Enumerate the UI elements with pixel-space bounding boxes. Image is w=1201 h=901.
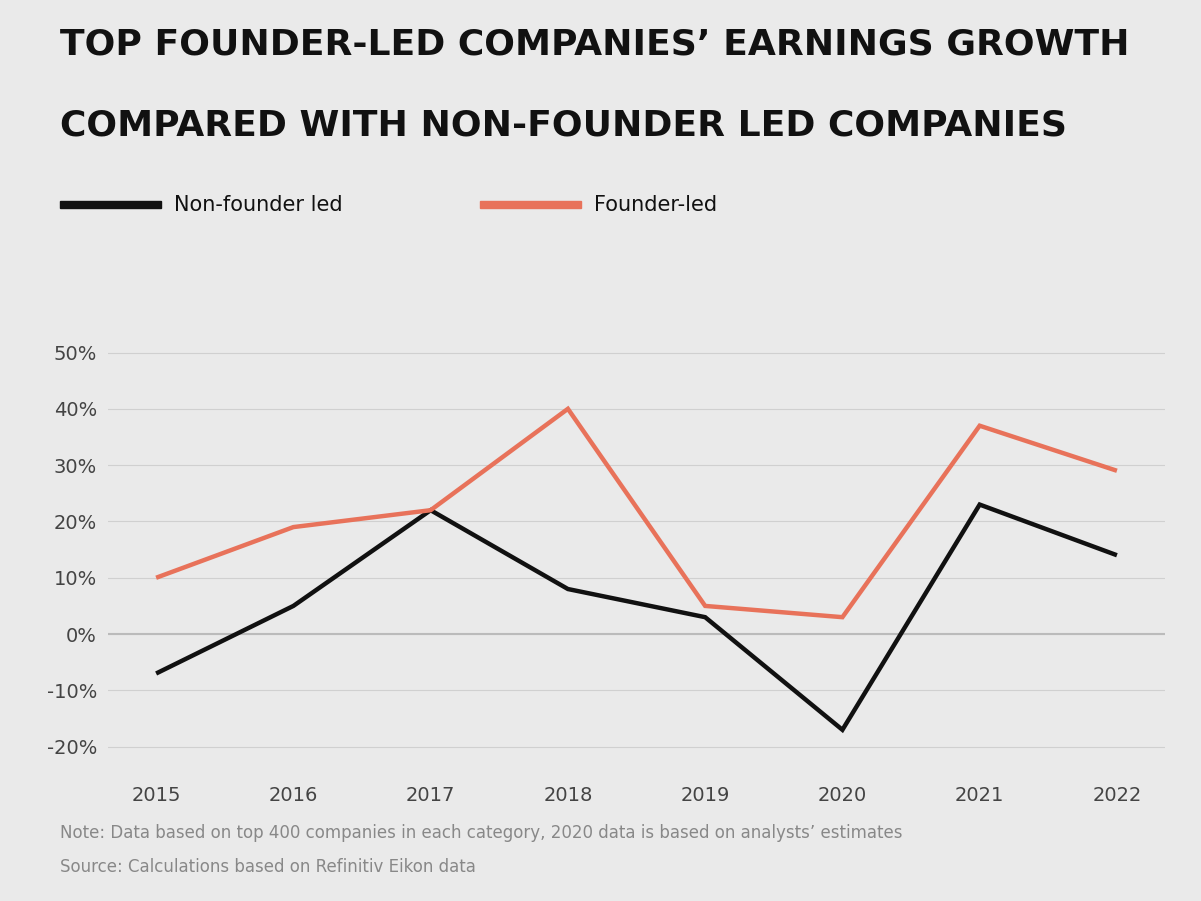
Text: Note: Data based on top 400 companies in each category, 2020 data is based on an: Note: Data based on top 400 companies in… bbox=[60, 824, 902, 842]
Text: Non-founder led: Non-founder led bbox=[174, 195, 342, 214]
Text: COMPARED WITH NON-FOUNDER LED COMPANIES: COMPARED WITH NON-FOUNDER LED COMPANIES bbox=[60, 108, 1066, 142]
Text: TOP FOUNDER-LED COMPANIES’ EARNINGS GROWTH: TOP FOUNDER-LED COMPANIES’ EARNINGS GROW… bbox=[60, 27, 1130, 61]
Text: Founder-led: Founder-led bbox=[594, 195, 718, 214]
Text: Source: Calculations based on Refinitiv Eikon data: Source: Calculations based on Refinitiv … bbox=[60, 858, 476, 876]
